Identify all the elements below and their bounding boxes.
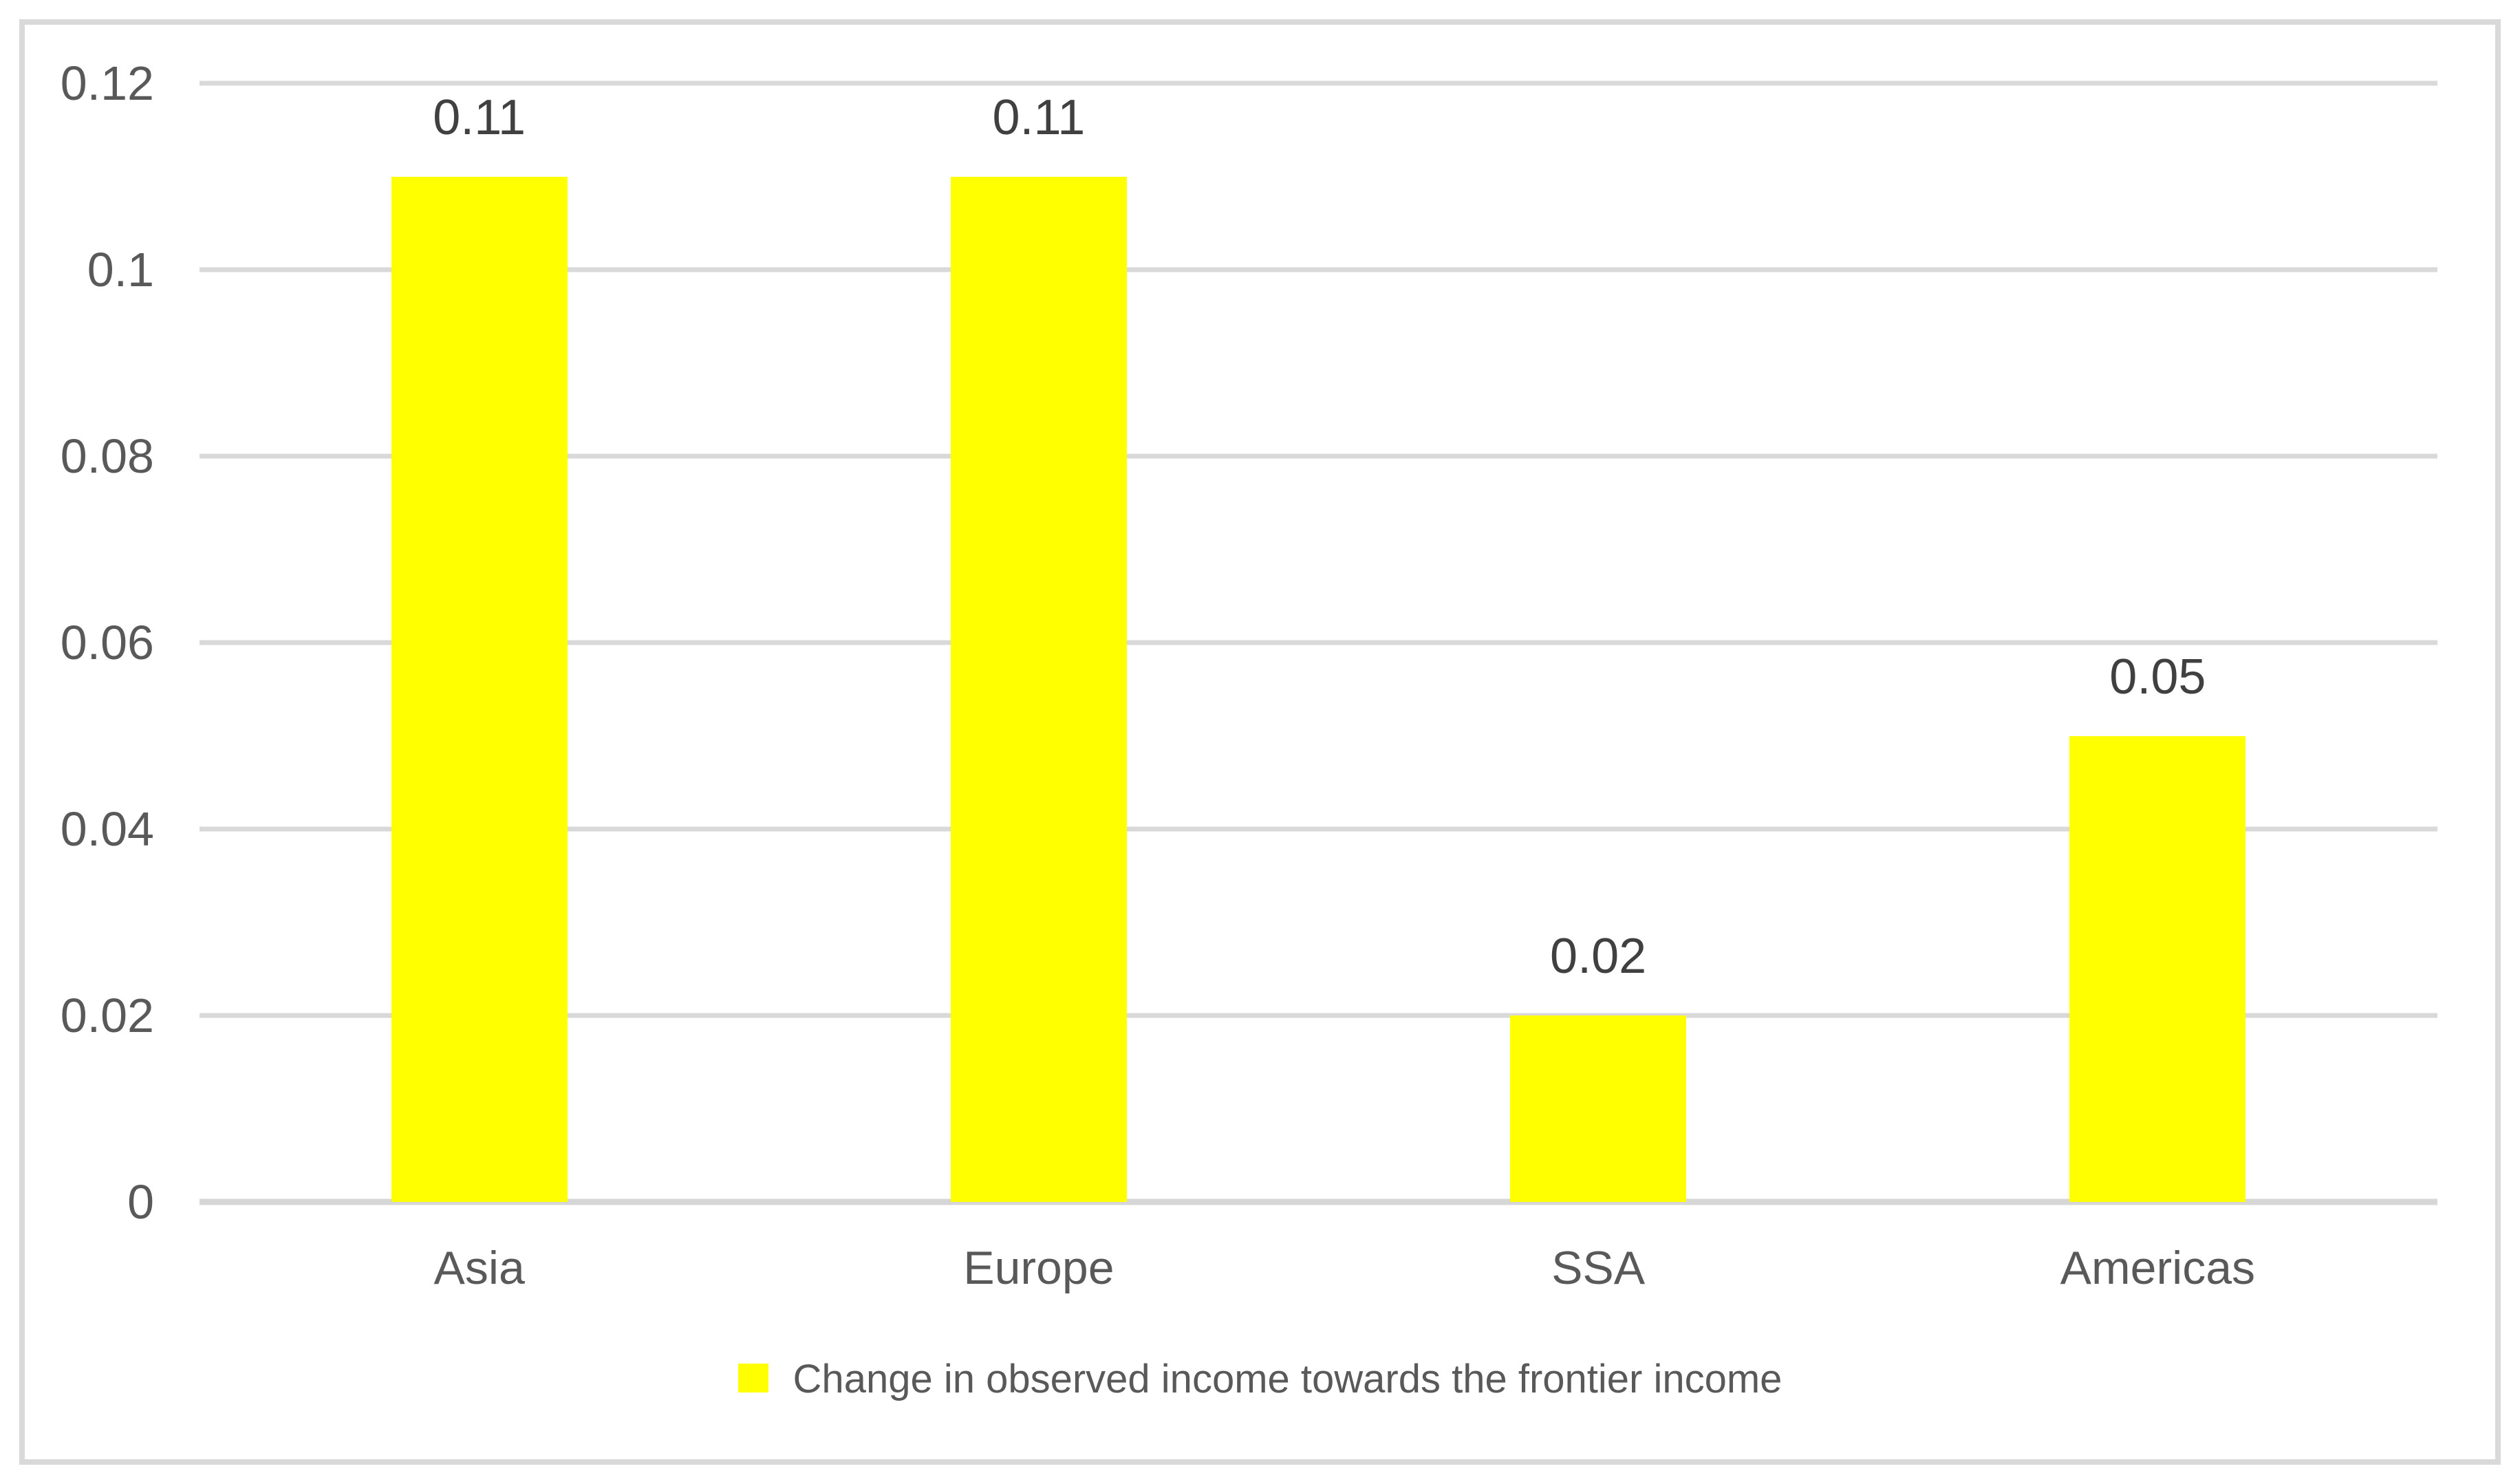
x-category-label: Americas (2060, 1242, 2256, 1294)
x-axis-category-labels: Asia Europe SSA Americas (200, 1245, 2437, 1291)
legend-label: Change in observed income towards the fr… (793, 1357, 1783, 1401)
data-label: 0.11 (433, 89, 526, 145)
bar-asia (391, 176, 568, 1202)
gridline (200, 640, 2437, 645)
bar-europe (950, 176, 1127, 1202)
x-axis-line (200, 1198, 2437, 1205)
x-category-label: Asia (433, 1242, 525, 1294)
bar-column-asia: 0.11 (200, 83, 759, 1202)
plot-area (200, 80, 2437, 1205)
y-axis-tick-labels: 0.12 0.1 0.08 0.06 0.04 0.02 0 (25, 59, 154, 1226)
legend-swatch-icon (737, 1364, 768, 1392)
gridline (200, 267, 2437, 272)
bar-column-europe: 0.11 (759, 83, 1318, 1202)
gridline (200, 80, 2437, 86)
bar-column-ssa: 0.02 (1319, 83, 1878, 1202)
y-tick-label: 0.12 (60, 56, 154, 110)
bar-column-americas: 0.05 (1878, 83, 2437, 1202)
y-tick-label: 0 (127, 1175, 154, 1229)
data-label: 0.11 (992, 89, 1086, 145)
legend: Change in observed income towards the fr… (0, 1357, 2520, 1399)
y-tick-label: 0.06 (60, 616, 154, 669)
y-tick-label: 0.1 (87, 242, 154, 297)
y-tick-label: 0.04 (60, 802, 154, 856)
x-category-label: SSA (1551, 1242, 1646, 1294)
gridline (200, 1013, 2437, 1018)
bars-layer: 0.11 0.11 0.02 0.05 (200, 83, 2437, 1202)
gridline (200, 826, 2437, 832)
gridline (200, 453, 2437, 459)
data-label: 0.02 (1550, 929, 1647, 985)
bar-ssa (1510, 1015, 1687, 1202)
x-category-label: Europe (963, 1242, 1114, 1294)
y-tick-label: 0.02 (60, 989, 154, 1042)
bar-americas (2069, 735, 2246, 1202)
y-tick-label: 0.08 (60, 429, 154, 483)
data-label: 0.05 (2109, 649, 2206, 705)
